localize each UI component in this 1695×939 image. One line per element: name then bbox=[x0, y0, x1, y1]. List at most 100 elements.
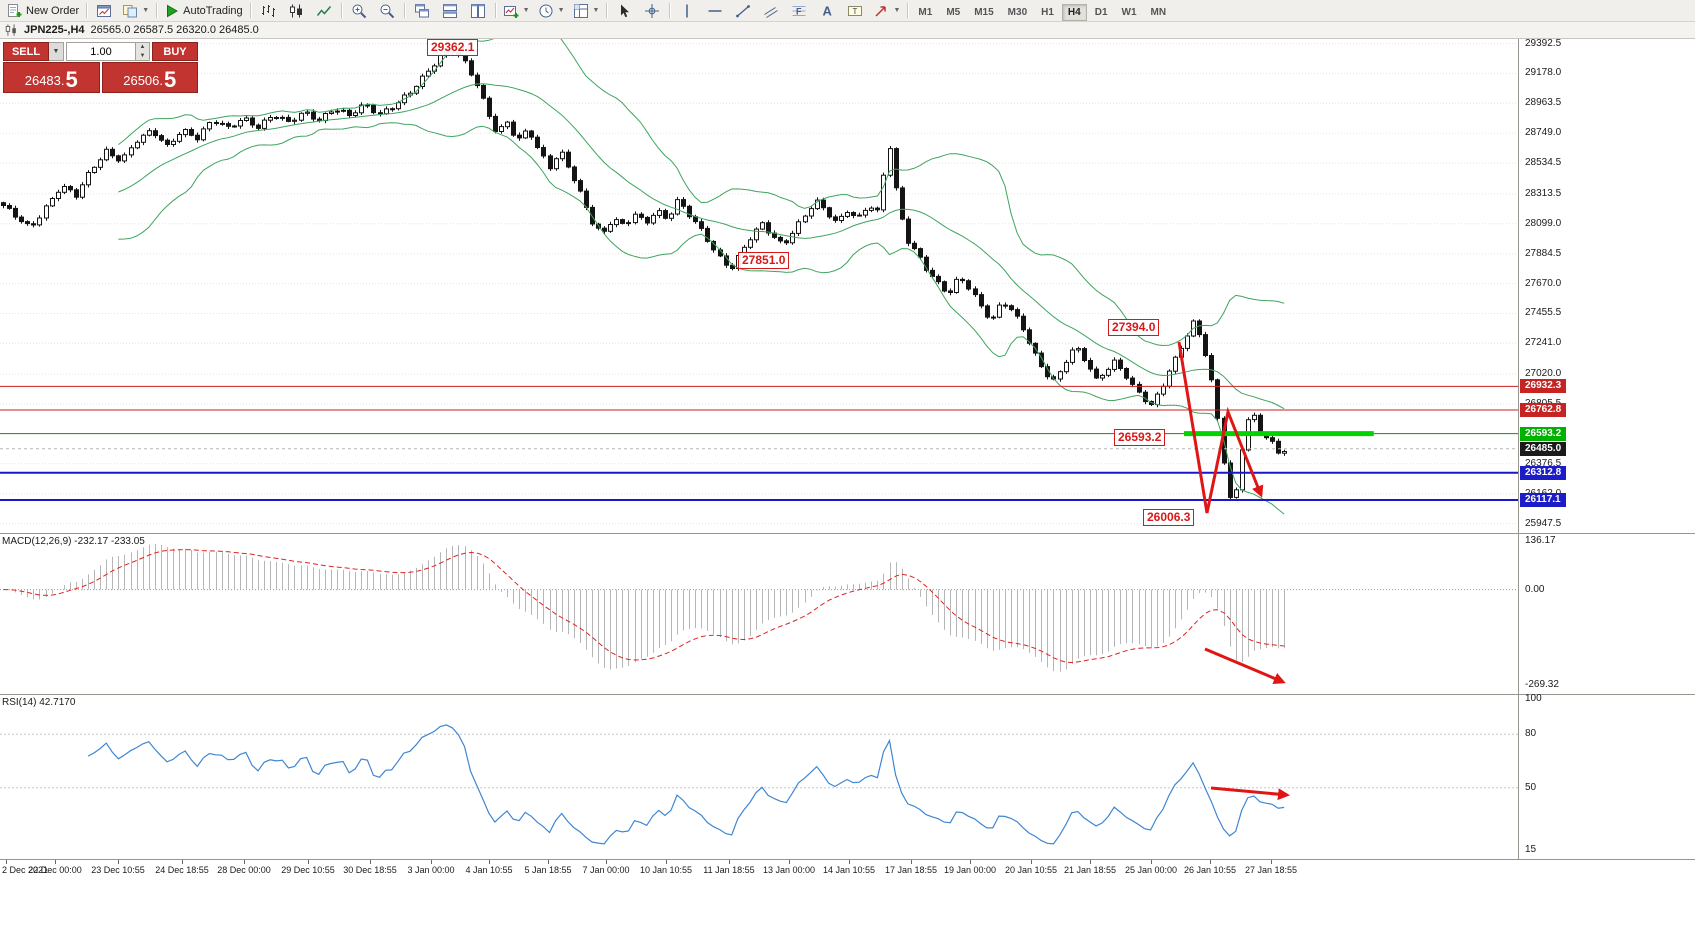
crosshair-icon bbox=[644, 3, 660, 19]
volume-input[interactable] bbox=[67, 43, 135, 60]
timeframe-h1[interactable]: H1 bbox=[1041, 6, 1054, 18]
arrange-windows-icon bbox=[470, 3, 486, 19]
line-chart-button[interactable] bbox=[310, 1, 338, 21]
arrow-tools-button[interactable]: ▼ bbox=[869, 1, 904, 21]
period-button[interactable]: ▼ bbox=[534, 1, 569, 21]
time-axis-tick bbox=[1210, 860, 1211, 864]
time-axis-label: 5 Jan 18:55 bbox=[524, 865, 572, 875]
timeframe-d1[interactable]: D1 bbox=[1094, 6, 1108, 18]
time-axis-tick bbox=[182, 860, 183, 864]
horizontal-line-button[interactable] bbox=[701, 1, 729, 21]
price-axis-badge: 26485.0 bbox=[1520, 442, 1567, 456]
main-chart-canvas[interactable] bbox=[0, 39, 1518, 533]
arrange-windows-button[interactable] bbox=[464, 1, 492, 21]
volume-up-icon[interactable]: ▲ bbox=[136, 43, 149, 52]
time-axis-label: 11 Jan 18:55 bbox=[703, 865, 755, 875]
time-axis-tick bbox=[244, 860, 245, 864]
rsi-axis-label: 100 bbox=[1525, 693, 1542, 704]
price-axis-label: 28749.0 bbox=[1525, 127, 1562, 138]
price-axis-label: 28099.0 bbox=[1525, 218, 1562, 229]
price-axis-label: 28313.5 bbox=[1525, 188, 1562, 199]
timeframe-m1[interactable]: M1 bbox=[918, 6, 933, 18]
price-axis[interactable]: 29392.5 29178.0 28963.5 28749.0 28534.5 28313… bbox=[1518, 38, 1695, 533]
tile-windows-button[interactable] bbox=[436, 1, 464, 21]
time-axis-tick bbox=[666, 860, 667, 864]
macd-panel[interactable]: MACD(12,26,9) -232.17 -233.05 136.17 0.00… bbox=[0, 533, 1695, 694]
macd-axis[interactable]: 136.17 0.00 -269.32 bbox=[1518, 534, 1695, 694]
price-axis-label: 27884.5 bbox=[1525, 248, 1562, 259]
timeframe-mn[interactable]: MN bbox=[1150, 6, 1167, 18]
time-axis-tick bbox=[1090, 860, 1091, 864]
sell-button[interactable]: SELL bbox=[3, 42, 49, 61]
sell-price-button[interactable]: 26483. 5 bbox=[3, 62, 100, 93]
zoom-out-button[interactable] bbox=[373, 1, 401, 21]
chart-window-button[interactable] bbox=[90, 1, 118, 21]
cascade-windows-button[interactable] bbox=[408, 1, 436, 21]
fibonacci-icon: F bbox=[791, 3, 807, 19]
macd-axis-label: -269.32 bbox=[1525, 679, 1559, 690]
chart-window-icon bbox=[96, 3, 112, 19]
price-axis-label: 29178.0 bbox=[1525, 67, 1562, 78]
rsi-label: RSI(14) 42.7170 bbox=[2, 697, 76, 708]
equidistant-channel-button[interactable] bbox=[757, 1, 785, 21]
timeframe-h4[interactable]: H4 bbox=[1061, 3, 1087, 21]
time-axis-tick bbox=[970, 860, 971, 864]
timeframe-m30[interactable]: M30 bbox=[1007, 6, 1028, 18]
label-button[interactable]: T bbox=[841, 1, 869, 21]
tile-windows-icon bbox=[442, 3, 458, 19]
price-axis-label: 25947.5 bbox=[1525, 518, 1562, 529]
trendline-button[interactable] bbox=[729, 1, 757, 21]
vertical-line-button[interactable] bbox=[673, 1, 701, 21]
period-icon bbox=[538, 3, 554, 19]
rsi-panel[interactable]: RSI(14) 42.7170 100 80 50 15 bbox=[0, 693, 1695, 859]
zoom-in-icon bbox=[351, 3, 367, 19]
timeframe-m5[interactable]: M5 bbox=[946, 6, 961, 18]
price-axis-label: 26376.5 bbox=[1525, 458, 1562, 469]
time-axis-tick bbox=[55, 860, 56, 864]
crosshair-button[interactable] bbox=[638, 1, 666, 21]
chart-window[interactable]: 29362.1 27851.0 27394.0 26593.2 26006.3 SELL… bbox=[0, 38, 1695, 533]
bar-chart-button[interactable] bbox=[254, 1, 282, 21]
candlestick-chart-button[interactable] bbox=[282, 1, 310, 21]
chart-title-strip: JPN225-,H4 26565.0 26587.5 26320.0 26485… bbox=[0, 22, 1695, 39]
time-axis-tick bbox=[789, 860, 790, 864]
time-axis-label: 10 Jan 10:55 bbox=[639, 865, 693, 875]
line-chart-icon bbox=[316, 3, 332, 19]
buy-button[interactable]: BUY bbox=[152, 42, 198, 61]
templates-icon bbox=[573, 3, 589, 19]
zoom-in-button[interactable] bbox=[345, 1, 373, 21]
time-axis-tick bbox=[370, 860, 371, 864]
timeframe-w1[interactable]: W1 bbox=[1121, 6, 1137, 18]
price-axis-badge: 26932.3 bbox=[1520, 379, 1567, 393]
time-axis-tick bbox=[729, 860, 730, 864]
chart-icon bbox=[4, 23, 18, 37]
rsi-axis[interactable]: 100 80 50 15 bbox=[1518, 693, 1695, 859]
text-icon: A bbox=[819, 3, 835, 19]
svg-text:T: T bbox=[853, 6, 858, 15]
fibonacci-button[interactable]: F bbox=[785, 1, 813, 21]
macd-canvas[interactable] bbox=[0, 534, 1518, 694]
autotrading-button[interactable]: AutoTrading bbox=[160, 1, 247, 21]
timeframe-m15[interactable]: M15 bbox=[974, 6, 994, 18]
toolbar-separator bbox=[606, 3, 608, 18]
volume-stepper[interactable]: ▲ ▼ bbox=[135, 43, 149, 60]
time-axis-tick bbox=[548, 860, 549, 864]
time-axis-label: 28 Dec 00:00 bbox=[217, 865, 271, 875]
time-axis-tick bbox=[118, 860, 119, 864]
price-axis-label: 28963.5 bbox=[1525, 97, 1562, 108]
macd-label: MACD(12,26,9) -232.17 -233.05 bbox=[2, 536, 145, 547]
time-axis[interactable]: 2 Dec 2021 22 Dec 00:00 23 Dec 10:55 24 Dec… bbox=[0, 859, 1695, 882]
time-axis-label: 4 Jan 10:55 bbox=[465, 865, 513, 875]
volume-down-icon[interactable]: ▼ bbox=[136, 51, 149, 60]
new-order-button[interactable]: New Order bbox=[3, 1, 83, 21]
time-axis-label: 21 Jan 18:55 bbox=[1063, 865, 1117, 875]
text-button[interactable]: A bbox=[813, 1, 841, 21]
cursor-button[interactable] bbox=[610, 1, 638, 21]
templates-button[interactable]: ▼ bbox=[569, 1, 604, 21]
buy-price-button[interactable]: 26506. 5 bbox=[101, 62, 198, 93]
profiles-button[interactable]: ▼ bbox=[118, 1, 153, 21]
new-chart-button[interactable]: ▼ bbox=[499, 1, 534, 21]
rsi-canvas[interactable] bbox=[0, 695, 1518, 859]
order-options-caret[interactable]: ▼ bbox=[49, 42, 64, 61]
price-axis-badge: 26762.8 bbox=[1520, 403, 1567, 417]
